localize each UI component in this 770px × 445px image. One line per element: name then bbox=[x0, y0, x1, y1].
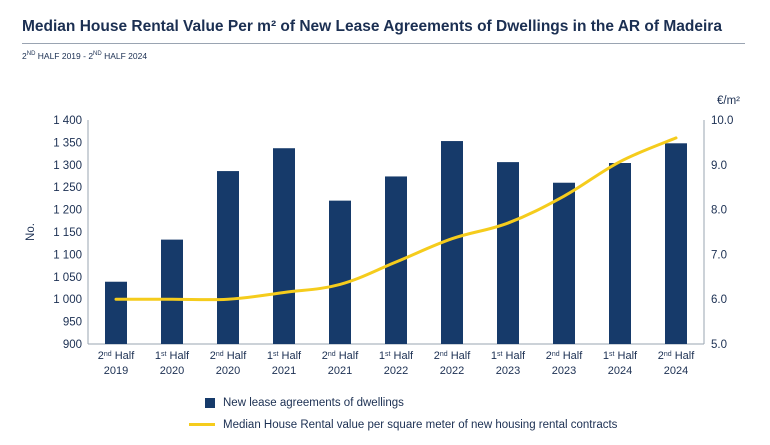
x-tick-label: 2nd Half bbox=[98, 350, 135, 362]
bar bbox=[273, 148, 295, 344]
x-tick-label-year: 2022 bbox=[440, 365, 464, 377]
bar bbox=[609, 163, 631, 344]
x-tick-label: 2nd Half bbox=[546, 350, 583, 362]
x-tick-label-year: 2023 bbox=[552, 365, 576, 377]
legend-swatch-bar bbox=[205, 397, 215, 408]
x-tick-label: 2nd Half bbox=[210, 350, 247, 362]
x-tick-label-year: 2021 bbox=[272, 365, 296, 377]
x-tick-label: 1st Half bbox=[267, 350, 302, 362]
chart-subtitle: 2ND HALF 2019 - 2ND HALF 2024 bbox=[22, 51, 148, 61]
legend-swatch-line bbox=[189, 423, 215, 427]
y-tick-label: 1 100 bbox=[53, 249, 82, 261]
x-tick-label-year: 2022 bbox=[384, 365, 408, 377]
y2-tick-label: 10.0 bbox=[711, 115, 733, 127]
x-tick-label: 1st Half bbox=[603, 350, 638, 362]
title-divider bbox=[22, 43, 745, 44]
y-tick-label: 1 200 bbox=[53, 205, 82, 217]
bar bbox=[217, 171, 239, 344]
y-tick-label: 1 300 bbox=[53, 160, 82, 172]
y2-tick-label: 6.0 bbox=[711, 294, 727, 306]
y-tick-label: 1 400 bbox=[53, 115, 82, 127]
bar bbox=[105, 281, 127, 344]
x-tick-label: 2nd Half bbox=[434, 350, 471, 362]
bar bbox=[329, 200, 351, 344]
x-tick-label: 1st Half bbox=[491, 350, 526, 362]
bar bbox=[553, 182, 575, 344]
x-tick-label-year: 2023 bbox=[496, 365, 520, 377]
y2-axis-title: €/m² bbox=[717, 95, 740, 107]
x-tick-label-year: 2024 bbox=[608, 365, 632, 377]
bar bbox=[665, 143, 687, 344]
y-axis-title: No. bbox=[25, 223, 37, 241]
legend-label-line: Median House Rental value per square met… bbox=[223, 419, 618, 431]
bar bbox=[385, 176, 407, 344]
y-tick-label: 1 250 bbox=[53, 182, 82, 194]
y2-tick-label: 7.0 bbox=[711, 249, 727, 261]
x-tick-label: 2nd Half bbox=[322, 350, 359, 362]
x-tick-label-year: 2019 bbox=[104, 365, 128, 377]
y-tick-label: 950 bbox=[63, 317, 82, 329]
x-tick-label-year: 2020 bbox=[216, 365, 240, 377]
x-tick-label: 1st Half bbox=[155, 350, 190, 362]
x-tick-label: 1st Half bbox=[379, 350, 414, 362]
legend-item-bars: New lease agreements of dwellings bbox=[205, 397, 404, 409]
x-tick-label-year: 2020 bbox=[160, 365, 184, 377]
x-tick-label-year: 2021 bbox=[328, 365, 352, 377]
y-tick-label: 1 150 bbox=[53, 227, 82, 239]
x-tick-label-year: 2024 bbox=[664, 365, 688, 377]
y-tick-label: 900 bbox=[63, 339, 82, 351]
legend-item-line: Median House Rental value per square met… bbox=[189, 419, 618, 431]
y-tick-label: 1 050 bbox=[53, 272, 82, 284]
series-line-rental-value bbox=[114, 136, 678, 302]
bar bbox=[441, 141, 463, 344]
legend-label-bars: New lease agreements of dwellings bbox=[223, 397, 404, 409]
bar bbox=[497, 162, 519, 344]
y2-tick-label: 9.0 bbox=[711, 160, 727, 172]
y2-tick-label: 5.0 bbox=[711, 339, 727, 351]
bar bbox=[161, 239, 183, 344]
y-tick-label: 1 000 bbox=[53, 294, 82, 306]
y-tick-label: 1 350 bbox=[53, 137, 82, 149]
x-tick-label: 2nd Half bbox=[658, 350, 695, 362]
chart-title: Median House Rental Value Per m² of New … bbox=[22, 18, 722, 35]
y2-tick-label: 8.0 bbox=[711, 205, 727, 217]
